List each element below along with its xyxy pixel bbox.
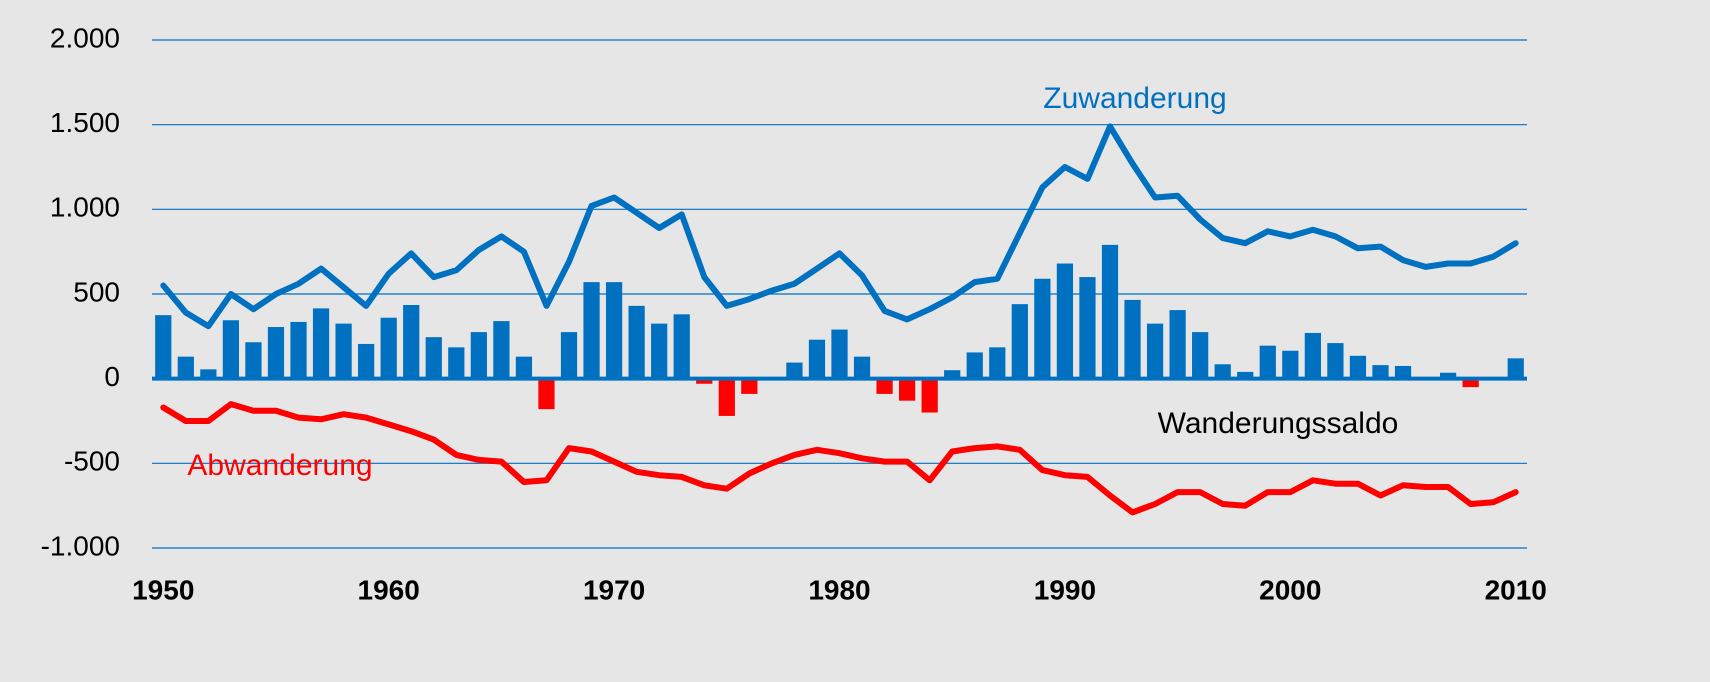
y-tick-label: 500 — [73, 276, 120, 307]
x-tick-label: 2000 — [1259, 574, 1321, 605]
series-label: Zuwanderung — [1043, 82, 1226, 115]
bar — [267, 327, 285, 379]
bar — [1439, 372, 1457, 379]
bar — [876, 378, 893, 394]
bar — [921, 378, 938, 413]
x-tick-label: 1960 — [358, 574, 420, 605]
y-tick-label: -1.000 — [41, 530, 120, 561]
bar — [470, 332, 487, 379]
x-tick-label: 1950 — [132, 574, 194, 605]
bar — [808, 339, 826, 379]
bar — [1327, 343, 1344, 379]
x-tick-label: 1990 — [1034, 574, 1096, 605]
y-tick-label: 2.000 — [50, 22, 120, 53]
bar — [1056, 263, 1074, 379]
y-tick-label: 0 — [104, 361, 120, 392]
bar — [425, 337, 442, 379]
bar — [1304, 332, 1321, 379]
line — [160, 123, 1519, 330]
bar — [583, 282, 600, 379]
bar — [651, 323, 668, 379]
bar — [1394, 365, 1412, 379]
bar — [853, 356, 871, 379]
bar — [989, 347, 1006, 379]
bar — [515, 356, 533, 379]
x-tick-label: 1980 — [808, 574, 870, 605]
y-tick-label: 1.500 — [50, 107, 120, 138]
bar — [1011, 304, 1028, 379]
bar — [1034, 278, 1051, 379]
bar — [1169, 310, 1186, 379]
bar — [380, 317, 397, 379]
bar — [1462, 378, 1479, 388]
series-label: Abwanderung — [187, 449, 372, 482]
bar — [899, 378, 916, 401]
bar — [538, 378, 555, 410]
x-tick-label: 1970 — [583, 574, 645, 605]
bar — [493, 321, 510, 379]
bar — [1192, 332, 1209, 379]
bar — [1146, 323, 1164, 379]
bar — [290, 321, 307, 379]
bar — [335, 323, 352, 379]
bar — [560, 332, 578, 379]
bar — [1101, 244, 1119, 379]
y-tick-label: 1.000 — [50, 192, 120, 223]
bar — [831, 329, 848, 379]
bar — [1214, 364, 1231, 379]
line — [160, 401, 1519, 516]
bar — [155, 315, 172, 379]
series-label: Wanderungssaldo — [1158, 407, 1399, 440]
bar — [358, 343, 375, 379]
bar — [1259, 345, 1276, 379]
bar — [741, 378, 758, 394]
bar — [1507, 358, 1524, 379]
bar — [966, 352, 983, 379]
bar — [1372, 365, 1389, 379]
bar — [448, 347, 465, 379]
bar — [1079, 277, 1096, 379]
bar — [718, 378, 735, 416]
bar — [200, 369, 217, 379]
bar — [1237, 371, 1254, 379]
x-tick-label: 2010 — [1485, 574, 1547, 605]
bar — [177, 356, 194, 379]
bar — [786, 362, 803, 379]
bar — [605, 282, 623, 379]
bar — [944, 370, 961, 379]
bar — [403, 305, 420, 379]
bar — [1349, 355, 1367, 379]
bar — [1282, 350, 1299, 379]
bar — [245, 342, 262, 379]
bar — [696, 378, 713, 384]
bar — [673, 314, 690, 379]
y-tick-label: -500 — [64, 446, 120, 477]
bar — [312, 308, 330, 379]
bar — [1124, 299, 1141, 379]
bar — [222, 320, 240, 379]
bar — [628, 305, 645, 379]
